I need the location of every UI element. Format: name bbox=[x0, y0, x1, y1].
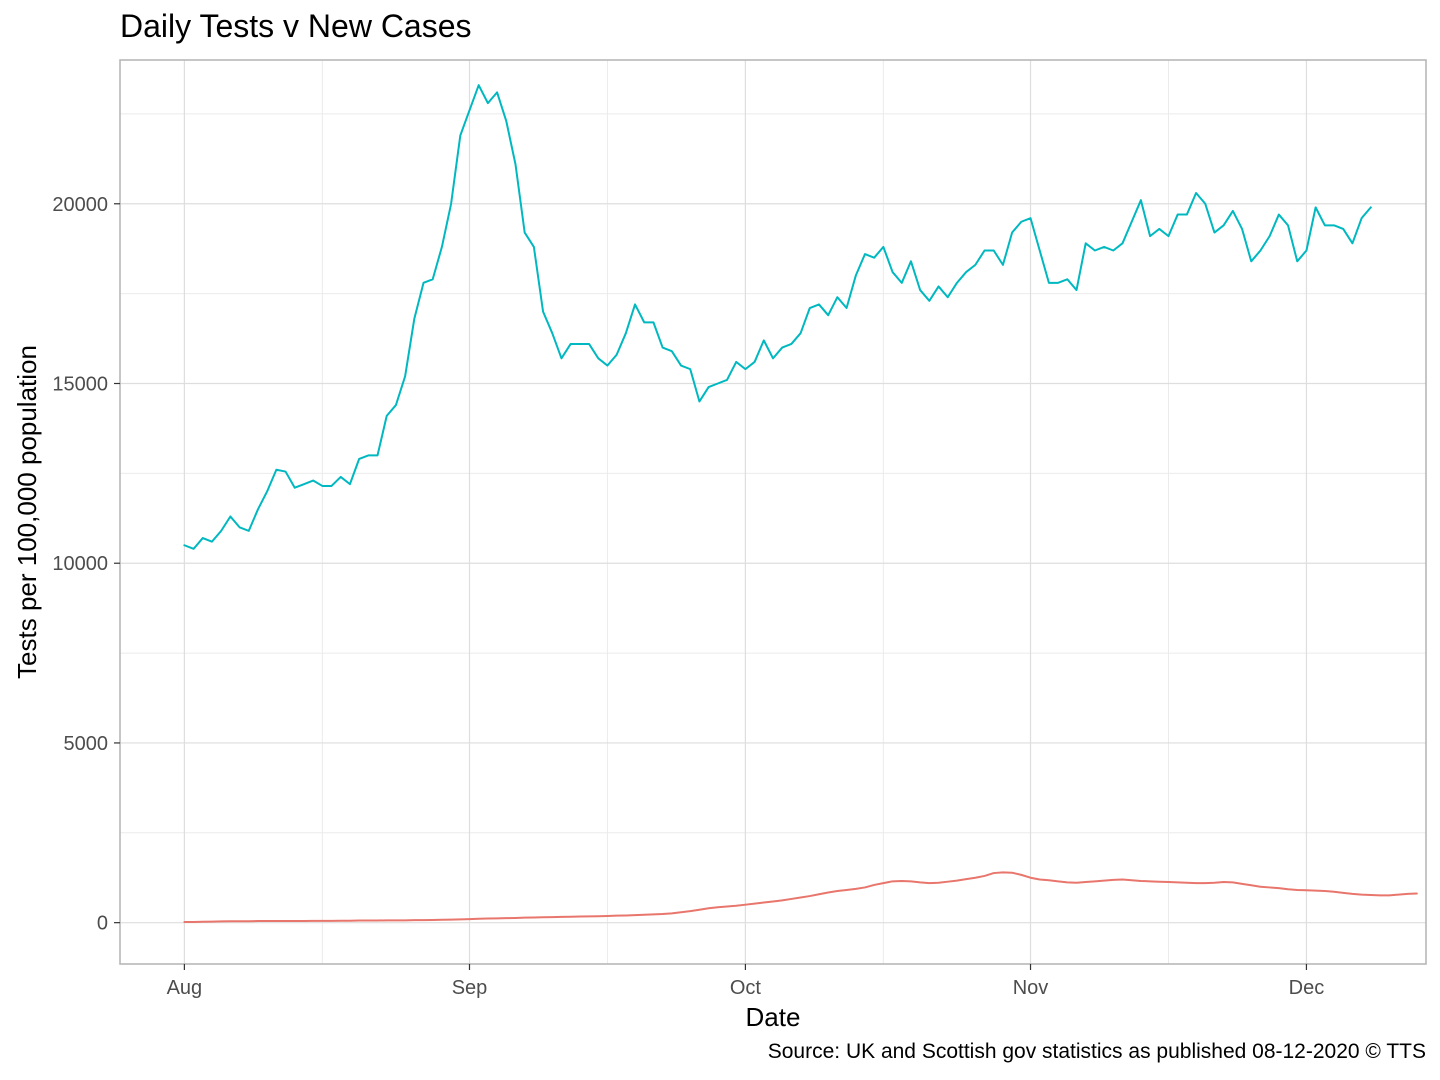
x-tick-label: Dec bbox=[1289, 977, 1325, 999]
x-tick-label: Sep bbox=[452, 977, 488, 999]
chart-caption: Source: UK and Scottish gov statistics a… bbox=[767, 1040, 1426, 1063]
x-tick-label: Oct bbox=[730, 977, 762, 999]
x-axis-title: Date bbox=[746, 1002, 801, 1032]
panel-border bbox=[119, 59, 1427, 965]
y-tick-label: 5000 bbox=[64, 733, 109, 755]
y-axis-title: Tests per 100,000 population bbox=[12, 345, 42, 679]
x-tick-label: Nov bbox=[1013, 977, 1049, 999]
series-line-2 bbox=[183, 871, 1418, 923]
chart-title: Daily Tests v New Cases bbox=[120, 8, 472, 44]
y-tick-label: 15000 bbox=[52, 373, 108, 395]
y-tick-label: 0 bbox=[97, 913, 108, 935]
series-line-1 bbox=[183, 84, 1372, 550]
y-tick-label: 10000 bbox=[52, 553, 108, 575]
x-tick-label: Aug bbox=[167, 977, 203, 999]
panel-background bbox=[120, 60, 1426, 964]
y-tick-label: 20000 bbox=[52, 194, 108, 216]
